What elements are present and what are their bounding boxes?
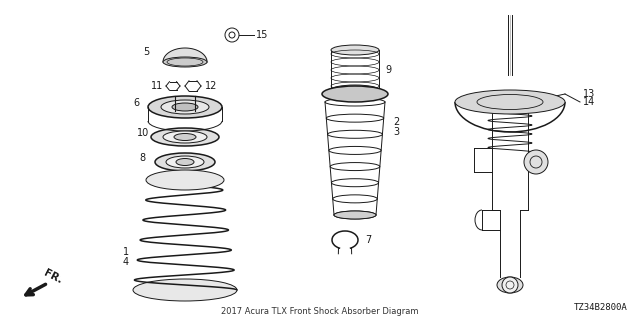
Ellipse shape <box>161 100 209 114</box>
Ellipse shape <box>146 170 224 190</box>
Circle shape <box>524 150 548 174</box>
Ellipse shape <box>133 279 237 301</box>
Text: 15: 15 <box>256 30 268 40</box>
Ellipse shape <box>151 128 219 146</box>
Text: 14: 14 <box>583 97 595 107</box>
Text: 4: 4 <box>123 257 129 267</box>
Circle shape <box>502 277 518 293</box>
Text: 7: 7 <box>365 235 371 245</box>
Text: 12: 12 <box>205 81 218 91</box>
Ellipse shape <box>322 86 388 102</box>
Ellipse shape <box>166 156 204 168</box>
Text: 11: 11 <box>151 81 163 91</box>
Text: 10: 10 <box>137 128 149 138</box>
Ellipse shape <box>497 277 523 293</box>
Ellipse shape <box>331 85 379 95</box>
Text: FR.: FR. <box>42 268 64 286</box>
Ellipse shape <box>331 45 379 55</box>
Text: TZ34B2800A: TZ34B2800A <box>574 303 628 312</box>
Text: 5: 5 <box>143 47 149 57</box>
Text: 1: 1 <box>123 247 129 257</box>
Text: 9: 9 <box>385 65 391 75</box>
Text: 3: 3 <box>393 127 399 137</box>
Ellipse shape <box>163 131 207 143</box>
Text: 8: 8 <box>139 153 145 163</box>
Ellipse shape <box>163 57 207 67</box>
Ellipse shape <box>455 90 565 114</box>
Ellipse shape <box>148 96 222 118</box>
Ellipse shape <box>334 211 376 219</box>
Ellipse shape <box>155 153 215 171</box>
Text: 6: 6 <box>133 98 139 108</box>
Ellipse shape <box>176 158 194 165</box>
Ellipse shape <box>174 133 196 140</box>
Text: 13: 13 <box>583 89 595 99</box>
Text: 2: 2 <box>393 117 399 127</box>
Text: 2017 Acura TLX Front Shock Absorber Diagram: 2017 Acura TLX Front Shock Absorber Diag… <box>221 307 419 316</box>
Ellipse shape <box>172 103 198 111</box>
